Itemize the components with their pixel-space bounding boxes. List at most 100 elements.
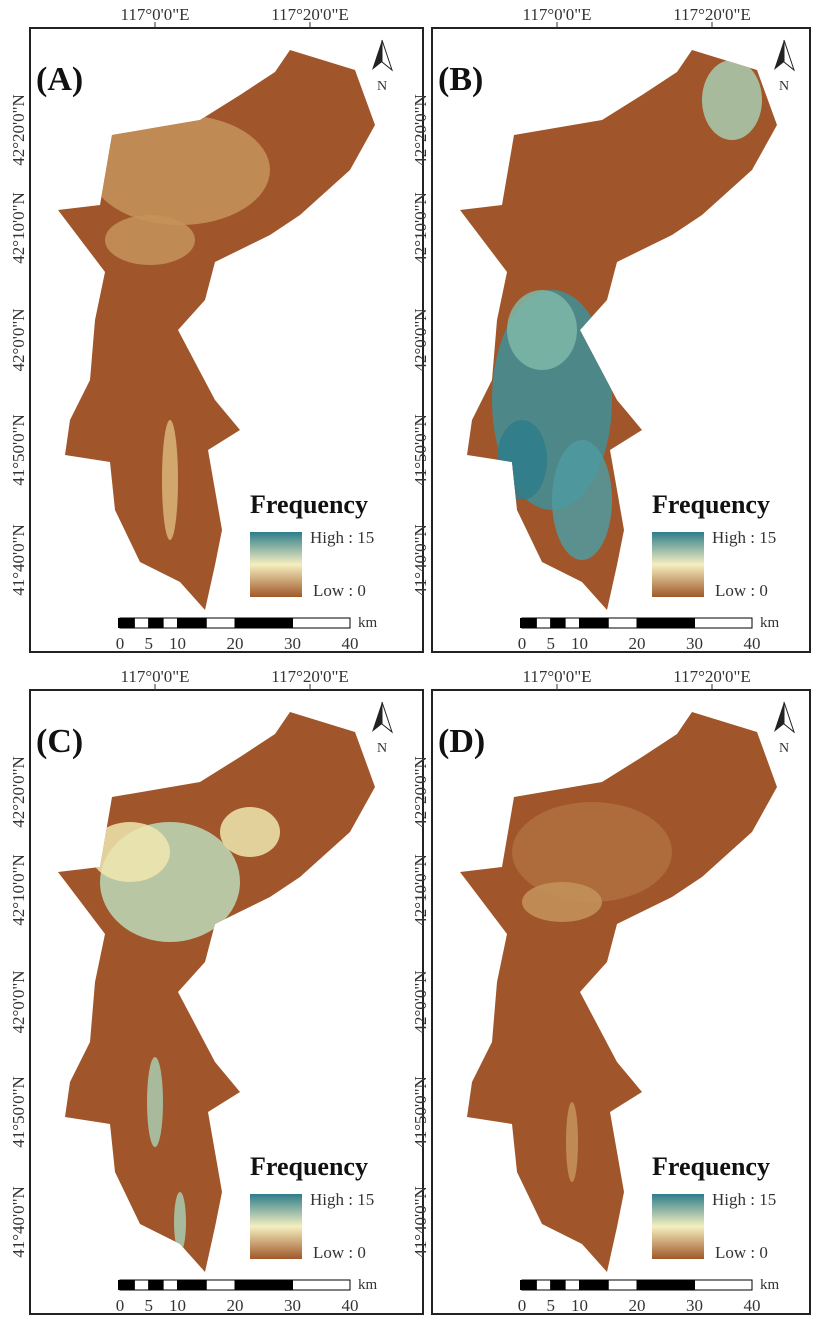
scale-segment <box>162 1279 178 1291</box>
latitude-label: 42°10'0"N <box>411 192 430 264</box>
map-panel: 117°0'0"E 117°20'0"E 42°20'0"N 42°10'0"N 42°… <box>9 667 424 1315</box>
scale-segment <box>564 1279 580 1291</box>
scale-label: 0 <box>518 634 527 653</box>
scale-label: 20 <box>227 634 244 653</box>
longitude-label: 117°20'0"E <box>271 667 349 686</box>
latitude-label: 41°50'0"N <box>9 414 28 486</box>
longitude-label: 117°0'0"E <box>522 667 591 686</box>
north-label: N <box>779 79 789 94</box>
legend-low: Low : 0 <box>313 1243 366 1262</box>
latitude-label: 42°20'0"N <box>411 756 430 828</box>
north-arrow <box>372 40 382 70</box>
panel-label: (B) <box>438 61 483 98</box>
scale-segment <box>148 617 164 629</box>
latitude-label: 42°0'0"N <box>411 308 430 371</box>
latitude-label: 41°40'0"N <box>411 524 430 596</box>
scale-label: 40 <box>342 634 359 653</box>
north-label: N <box>377 79 387 94</box>
scale-label: 0 <box>116 1296 125 1315</box>
legend-low: Low : 0 <box>313 581 366 600</box>
panel-label: (D) <box>438 723 485 760</box>
frequency-patch <box>162 420 178 540</box>
scale-segment <box>205 617 236 629</box>
longitude-label: 117°0'0"E <box>120 5 189 24</box>
scale-segment <box>148 1279 164 1291</box>
longitude-label: 117°0'0"E <box>522 5 591 24</box>
latitude-label: 42°0'0"N <box>411 970 430 1033</box>
scale-label: 0 <box>116 634 125 653</box>
latitude-label: 41°40'0"N <box>411 1186 430 1258</box>
frequency-patch <box>566 1102 578 1182</box>
latitude-label: 41°50'0"N <box>9 1076 28 1148</box>
scale-label: 10 <box>169 1296 186 1315</box>
scale-segment <box>636 1279 695 1291</box>
scale-label: 5 <box>145 634 154 653</box>
frequency-patch <box>147 1057 163 1147</box>
latitude-label: 42°20'0"N <box>9 94 28 166</box>
scale-label: 20 <box>227 1296 244 1315</box>
scale-segment <box>234 1279 293 1291</box>
scale-segment <box>579 617 609 629</box>
scale-segment <box>636 617 695 629</box>
scale-segment <box>119 617 135 629</box>
scale-segment <box>535 1279 552 1291</box>
scale-segment <box>535 617 552 629</box>
scale-lead <box>520 1280 522 1290</box>
scale-segment <box>550 617 566 629</box>
scale-unit: km <box>760 615 780 631</box>
panel-label: (C) <box>36 723 83 760</box>
scale-label: 5 <box>145 1296 154 1315</box>
scale-label: 40 <box>744 634 761 653</box>
scale-segment <box>521 1279 537 1291</box>
legend-high: High : 15 <box>310 528 374 547</box>
scale-label: 30 <box>284 1296 301 1315</box>
frequency-patch <box>702 60 762 140</box>
scale-segment <box>550 1279 566 1291</box>
north-arrow <box>774 702 784 732</box>
north-arrow <box>774 40 784 70</box>
legend-gradient <box>250 532 302 597</box>
legend-low: Low : 0 <box>715 1243 768 1262</box>
scale-label: 20 <box>629 1296 646 1315</box>
scale-segment <box>177 1279 207 1291</box>
latitude-label: 41°50'0"N <box>411 414 430 486</box>
scale-segment <box>162 617 178 629</box>
scale-label: 40 <box>342 1296 359 1315</box>
scale-label: 0 <box>518 1296 527 1315</box>
scale-label: 10 <box>571 634 588 653</box>
north-arrow <box>372 702 382 732</box>
scale-label: 5 <box>547 634 556 653</box>
scale-segment <box>177 617 207 629</box>
north-label: N <box>779 741 789 756</box>
scale-segment <box>205 1279 236 1291</box>
north-arrow-outline <box>783 701 796 734</box>
scale-unit: km <box>760 1277 780 1293</box>
scale-segment <box>234 617 293 629</box>
scale-segment <box>292 1279 351 1291</box>
scale-segment <box>607 1279 638 1291</box>
latitude-label: 42°0'0"N <box>9 308 28 371</box>
scale-lead <box>118 618 120 628</box>
north-label: N <box>377 741 387 756</box>
scale-segment <box>133 1279 150 1291</box>
latitude-label: 41°40'0"N <box>9 1186 28 1258</box>
latitude-label: 42°20'0"N <box>411 94 430 166</box>
frequency-patch <box>507 290 577 370</box>
scale-segment <box>579 1279 609 1291</box>
legend-title: Frequency <box>652 1152 770 1181</box>
map-panel: 117°0'0"E 117°20'0"E 42°20'0"N 42°10'0"N 42°… <box>411 667 811 1315</box>
scale-label: 10 <box>571 1296 588 1315</box>
frequency-patch <box>105 215 195 265</box>
longitude-label: 117°20'0"E <box>673 5 751 24</box>
frequency-patches <box>90 115 270 540</box>
latitude-label: 42°0'0"N <box>9 970 28 1033</box>
north-arrow-outline <box>783 39 796 72</box>
scale-label: 30 <box>686 634 703 653</box>
scale-segment <box>119 1279 135 1291</box>
legend-gradient <box>250 1194 302 1259</box>
scale-lead <box>520 618 522 628</box>
scale-unit: km <box>358 615 378 631</box>
scale-segment <box>521 617 537 629</box>
map-panel: 117°0'0"E 117°20'0"E 42°20'0"N 42°10'0"N 42°… <box>9 5 424 653</box>
